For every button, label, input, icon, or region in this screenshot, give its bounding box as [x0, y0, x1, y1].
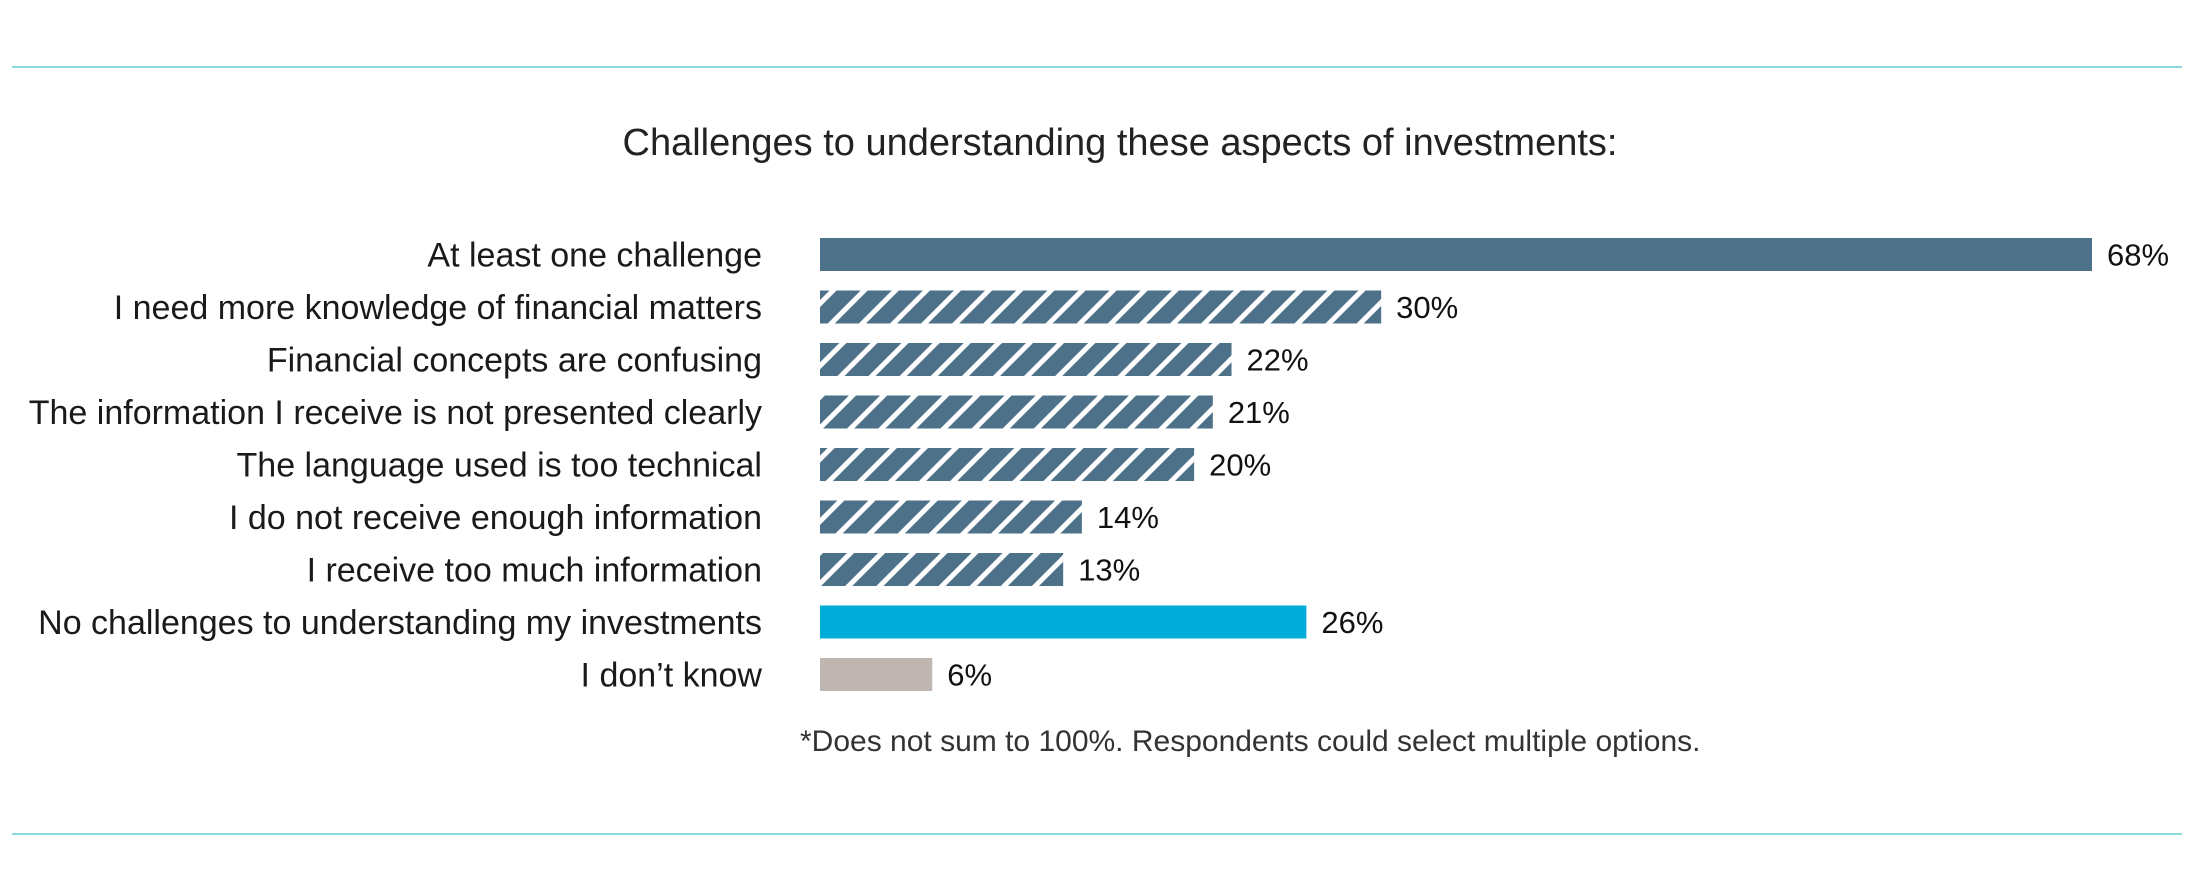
value-label: 21%	[1228, 395, 1290, 430]
category-label: No challenges to understanding my invest…	[38, 604, 762, 642]
value-label: 20%	[1209, 448, 1271, 483]
value-label: 14%	[1097, 500, 1159, 535]
category-label: I do not receive enough information	[229, 499, 762, 537]
category-label: Financial concepts are confusing	[267, 342, 762, 380]
value-label: 68%	[2107, 238, 2169, 273]
value-label: 13%	[1078, 553, 1140, 588]
value-label: 30%	[1396, 290, 1458, 325]
bar-6	[820, 553, 1064, 586]
bars-group: At least one challenge 68% I need more kno…	[29, 237, 2169, 695]
top-divider	[12, 66, 2182, 68]
bar-2	[820, 343, 1232, 376]
value-label: 22%	[1247, 343, 1309, 378]
category-label: I don’t know	[581, 657, 763, 695]
bar-7	[820, 605, 1307, 639]
category-label: I receive too much information	[307, 552, 762, 590]
category-label: The language used is too technical	[237, 447, 762, 485]
value-label: 6%	[947, 658, 992, 693]
category-label: At least one challenge	[427, 237, 762, 275]
bar-1	[820, 290, 1382, 324]
bar-0	[820, 238, 2092, 271]
bar-8	[820, 658, 933, 691]
bar-3	[820, 395, 1213, 429]
bar-4	[820, 448, 1195, 481]
category-label: I need more knowledge of financial matte…	[114, 289, 762, 327]
bar-5	[820, 500, 1082, 534]
chart-title: Challenges to understanding these aspect…	[623, 122, 1618, 164]
value-label: 26%	[1321, 605, 1383, 640]
bottom-divider	[12, 833, 2182, 835]
category-label: The information I receive is not present…	[29, 394, 762, 432]
chart-footnote: *Does not sum to 100%. Respondents could…	[800, 725, 1701, 758]
